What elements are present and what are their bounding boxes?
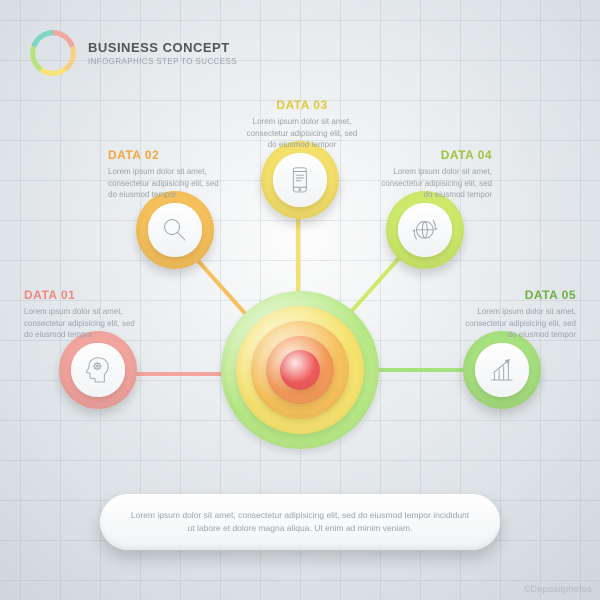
node-inner xyxy=(71,343,124,396)
label-body: Lorem ipsum dolor sit amet, consectetur … xyxy=(456,306,576,341)
header-subtitle: INFOGRAPHICS STEP TO SUCCESS xyxy=(88,57,237,66)
header-text: BUSINESS CONCEPT INFOGRAPHICS STEP TO SU… xyxy=(88,40,237,66)
label-title: DATA 04 xyxy=(372,148,492,162)
mind-icon xyxy=(83,355,113,385)
label-body: Lorem ipsum dolor sit amet, consectetur … xyxy=(108,166,228,201)
label-n3: DATA 03 Lorem ipsum dolor sit amet, conse… xyxy=(242,98,362,151)
node-n2 xyxy=(136,191,214,269)
label-title: DATA 02 xyxy=(108,148,228,162)
logo-ring-icon xyxy=(30,30,76,76)
header-title: BUSINESS CONCEPT xyxy=(88,40,237,55)
node-n5 xyxy=(463,331,541,409)
node-inner xyxy=(273,153,326,206)
label-n5: DATA 05 Lorem ipsum dolor sit amet, conse… xyxy=(456,288,576,341)
label-body: Lorem ipsum dolor sit amet, consectetur … xyxy=(242,116,362,151)
search-icon xyxy=(160,215,190,245)
label-body: Lorem ipsum dolor sit amet, consectetur … xyxy=(372,166,492,201)
label-title: DATA 05 xyxy=(456,288,576,302)
watermark: ©Depositphotos xyxy=(524,584,592,594)
infographic-stage: BUSINESS CONCEPT INFOGRAPHICS STEP TO SU… xyxy=(0,0,600,600)
node-n3 xyxy=(261,141,339,219)
footer-capsule: Lorem ipsum dolor sit amet, consectetur … xyxy=(100,494,500,550)
header: BUSINESS CONCEPT INFOGRAPHICS STEP TO SU… xyxy=(30,30,237,76)
chart-icon xyxy=(487,355,517,385)
globe-icon xyxy=(410,215,440,245)
node-inner xyxy=(475,343,528,396)
label-n4: DATA 04 Lorem ipsum dolor sit amet, conse… xyxy=(372,148,492,201)
node-n4 xyxy=(386,191,464,269)
label-n2: DATA 02 Lorem ipsum dolor sit amet, conse… xyxy=(108,148,228,201)
label-body: Lorem ipsum dolor sit amet, consectetur … xyxy=(24,306,144,341)
label-title: DATA 03 xyxy=(242,98,362,112)
footer-text: Lorem ipsum dolor sit amet, consectetur … xyxy=(130,509,470,535)
node-inner xyxy=(398,203,451,256)
phone-icon xyxy=(285,165,315,195)
node-inner xyxy=(148,203,201,256)
label-title: DATA 01 xyxy=(24,288,144,302)
hub-ring xyxy=(280,350,320,390)
node-n1 xyxy=(59,331,137,409)
label-n1: DATA 01 Lorem ipsum dolor sit amet, conse… xyxy=(24,288,144,341)
